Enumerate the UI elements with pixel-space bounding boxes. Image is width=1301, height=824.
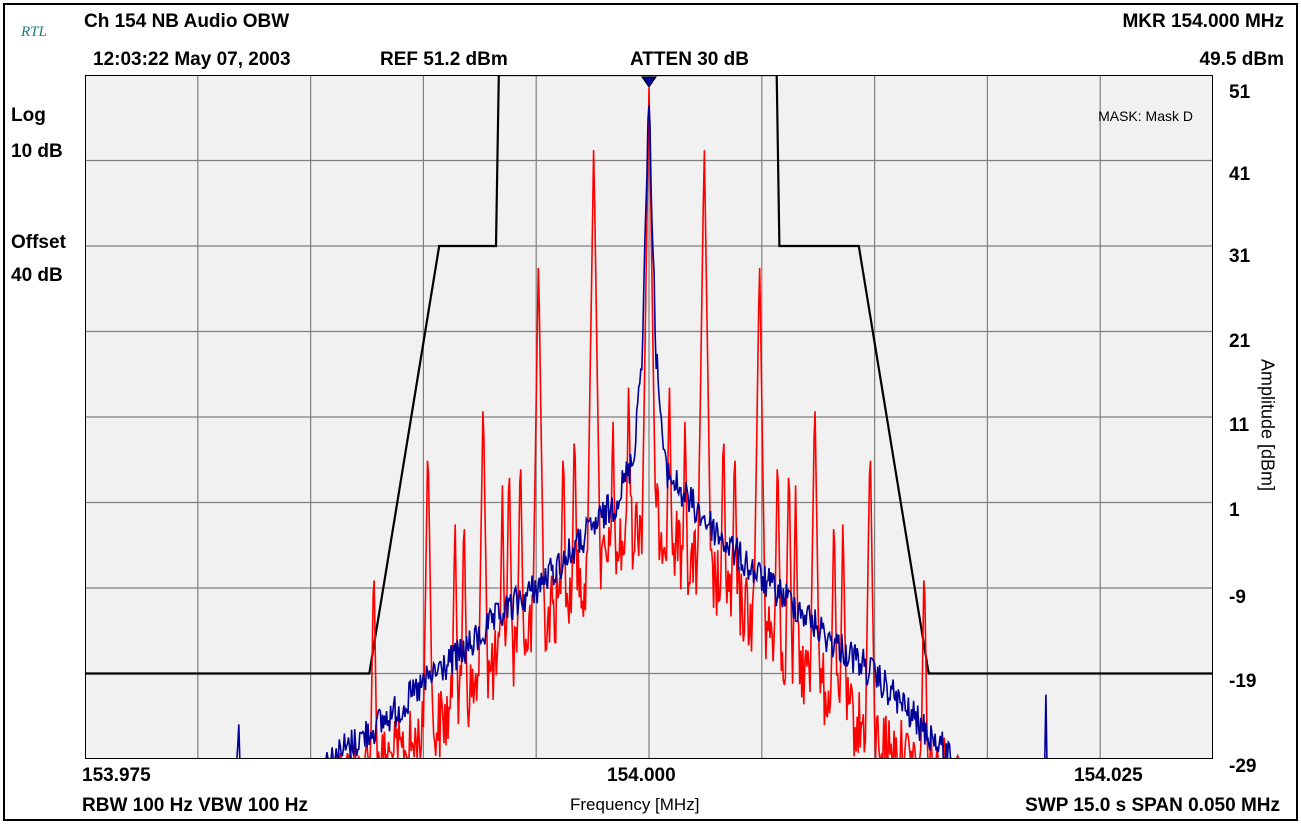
- x-tick-label: 154.000: [607, 765, 676, 786]
- chart-title: Ch 154 NB Audio OBW: [84, 11, 290, 32]
- spectrum-analyzer-frame: RTL Ch 154 NB Audio OBW 12:03:22 May 07,…: [3, 3, 1298, 821]
- y-tick-label: 11: [1229, 415, 1250, 436]
- x-axis-label: Frequency [MHz]: [570, 795, 700, 814]
- mask-line: [85, 75, 1213, 675]
- offset-label: Offset: [11, 232, 66, 253]
- y-tick-label: 51: [1229, 82, 1251, 103]
- trace-blue: [85, 105, 1213, 759]
- x-tick-label: 153.975: [82, 765, 151, 786]
- attenuation: ATTEN 30 dB: [630, 49, 749, 70]
- spectrum-plot: MASK: Mask D: [85, 75, 1213, 759]
- marker-triangle-icon: [641, 76, 657, 88]
- mask-label: MASK: Mask D: [1098, 108, 1193, 124]
- rbw-vbw-settings: RBW 100 Hz VBW 100 Hz: [82, 795, 308, 816]
- y-tick-label: -29: [1229, 756, 1257, 777]
- marker-level: 49.5 dBm: [1199, 49, 1284, 70]
- y-tick-label: 41: [1229, 164, 1251, 185]
- x-tick-label: 154.025: [1074, 765, 1143, 786]
- y-tick-label: 31: [1229, 246, 1251, 267]
- reference-level: REF 51.2 dBm: [380, 49, 508, 70]
- scale-per-division: 10 dB: [11, 141, 63, 162]
- marker-frequency: MKR 154.000 MHz: [1122, 11, 1284, 32]
- y-tick-label: -19: [1229, 671, 1257, 692]
- timestamp: 12:03:22 May 07, 2003: [93, 49, 291, 70]
- y-tick-label: 21: [1229, 331, 1251, 352]
- offset-value: 40 dB: [11, 265, 63, 286]
- scale-type: Log: [11, 105, 46, 126]
- y-tick-label: -9: [1229, 587, 1246, 608]
- sweep-span-settings: SWP 15.0 s SPAN 0.050 MHz: [1025, 795, 1280, 816]
- y-tick-label: 1: [1229, 500, 1240, 521]
- y-axis-label: Amplitude [dBm]: [1257, 358, 1278, 492]
- grid: [85, 75, 1213, 759]
- rtl-logo: RTL: [21, 24, 47, 40]
